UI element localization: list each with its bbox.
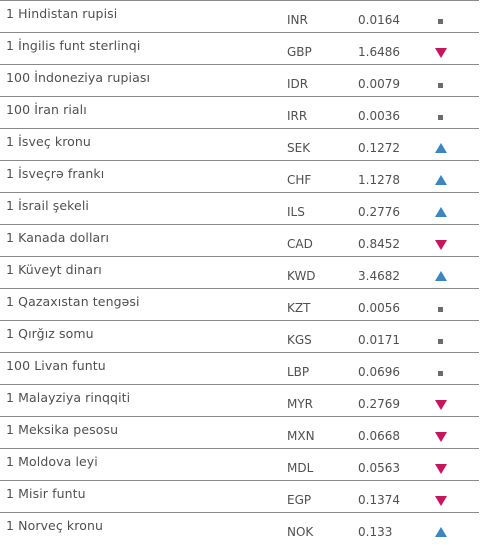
- exchange-rate-value: 0.0056: [358, 301, 400, 315]
- currency-code: CHF: [287, 173, 312, 187]
- trend-up-icon: [433, 525, 449, 539]
- exchange-rate-value: 0.0668: [358, 429, 400, 443]
- currency-name: 1 İngilis funt sterlinqi: [6, 38, 141, 53]
- trend-up-icon: [433, 205, 449, 219]
- currency-name: 1 Hindistan rupisi: [6, 6, 118, 21]
- table-bottom-space: [0, 544, 482, 548]
- currency-code: EGP: [287, 493, 312, 507]
- currency-code: NOK: [287, 525, 314, 539]
- currency-name: 1 Norveç kronu: [6, 518, 103, 533]
- trend-flat-icon: [433, 301, 449, 315]
- exchange-rate-value: 0.0036: [358, 109, 400, 123]
- table-row: 1 Kanada dolları CAD 0.8452: [0, 225, 479, 257]
- currency-name: 1 Malayziya rinqqiti: [6, 390, 131, 405]
- trend-down-icon: [433, 461, 449, 475]
- exchange-rate-value: 0.0171: [358, 333, 400, 347]
- currency-code: KZT: [287, 301, 311, 315]
- currency-name: 100 İran rialı: [6, 102, 87, 117]
- table-row: 1 Malayziya rinqqiti MYR 0.2769: [0, 385, 479, 417]
- table-row: 1 Qırğız somu KGS 0.0171: [0, 321, 479, 353]
- currency-name: 100 İndoneziya rupiası: [6, 70, 151, 85]
- exchange-rate-value: 0.2769: [358, 397, 400, 411]
- currency-code: IDR: [287, 77, 309, 91]
- exchange-rate-value: 0.0164: [358, 13, 400, 27]
- exchange-rate-value: 1.6486: [358, 45, 400, 59]
- currency-code: INR: [287, 13, 308, 27]
- trend-flat-icon: [433, 109, 449, 123]
- trend-down-icon: [433, 429, 449, 443]
- trend-up-icon: [433, 141, 449, 155]
- currency-code: LBP: [287, 365, 310, 379]
- table-row: 1 İngilis funt sterlinqi GBP 1.6486: [0, 33, 479, 65]
- trend-down-icon: [433, 493, 449, 507]
- table-row: 1 İsveç kronu SEK 0.1272: [0, 129, 479, 161]
- trend-flat-icon: [433, 365, 449, 379]
- trend-down-icon: [433, 45, 449, 59]
- currency-code: MDL: [287, 461, 314, 475]
- trend-up-icon: [433, 173, 449, 187]
- table-row: 1 Küveyt dinarı KWD 3.4682: [0, 257, 479, 289]
- exchange-rate-value: 0.1272: [358, 141, 400, 155]
- table-row: 1 Norveç kronu NOK 0.133: [0, 513, 479, 545]
- table-row: 100 İndoneziya rupiası IDR 0.0079: [0, 65, 479, 97]
- trend-flat-icon: [433, 77, 449, 91]
- trend-flat-icon: [433, 13, 449, 27]
- currency-code: MYR: [287, 397, 314, 411]
- currency-name: 1 Moldova leyi: [6, 454, 98, 469]
- exchange-rate-value: 0.2776: [358, 205, 400, 219]
- table-row: 1 Meksika pesosu MXN 0.0668: [0, 417, 479, 449]
- currency-code: SEK: [287, 141, 311, 155]
- trend-flat-icon: [433, 333, 449, 347]
- currency-name: 1 Misir funtu: [6, 486, 86, 501]
- exchange-rate-value: 0.0079: [358, 77, 400, 91]
- currency-code: GBP: [287, 45, 312, 59]
- currency-code: CAD: [287, 237, 313, 251]
- currency-name: 1 Qazaxıstan tengəsi: [6, 294, 140, 309]
- currency-name: 1 Meksika pesosu: [6, 422, 119, 437]
- table-row: 1 İsveçrə frankı CHF 1.1278: [0, 161, 479, 193]
- currency-code: KGS: [287, 333, 312, 347]
- exchange-rate-value: 0.133: [358, 525, 393, 539]
- trend-up-icon: [433, 269, 449, 283]
- table-row: 1 Qazaxıstan tengəsi KZT 0.0056: [0, 289, 479, 321]
- currency-code: KWD: [287, 269, 316, 283]
- exchange-rate-value: 0.0696: [358, 365, 400, 379]
- table-row: 1 Moldova leyi MDL 0.0563: [0, 449, 479, 481]
- table-row: 1 Misir funtu EGP 0.1374: [0, 481, 479, 513]
- exchange-rate-value: 0.0563: [358, 461, 400, 475]
- currency-code: ILS: [287, 205, 305, 219]
- trend-down-icon: [433, 397, 449, 411]
- currency-name: 1 İsveçrə frankı: [6, 166, 105, 181]
- table-row: 100 İran rialı IRR 0.0036: [0, 97, 479, 129]
- exchange-rate-value: 3.4682: [358, 269, 400, 283]
- currency-name: 100 Livan funtu: [6, 358, 106, 373]
- currency-name: 1 Kanada dolları: [6, 230, 110, 245]
- exchange-rate-value: 0.8452: [358, 237, 400, 251]
- exchange-rate-value: 0.1374: [358, 493, 400, 507]
- currency-name: 1 Küveyt dinarı: [6, 262, 102, 277]
- currency-code: MXN: [287, 429, 315, 443]
- trend-down-icon: [433, 237, 449, 251]
- currency-name: 1 İsveç kronu: [6, 134, 91, 149]
- currency-code: IRR: [287, 109, 308, 123]
- table-row: 1 Hindistan rupisi INR 0.0164: [0, 1, 479, 33]
- currency-name: 1 İsrail şekeli: [6, 198, 89, 213]
- exchange-rate-value: 1.1278: [358, 173, 400, 187]
- currency-name: 1 Qırğız somu: [6, 326, 94, 341]
- table-row: 1 İsrail şekeli ILS 0.2776: [0, 193, 479, 225]
- table-row: 100 Livan funtu LBP 0.0696: [0, 353, 479, 385]
